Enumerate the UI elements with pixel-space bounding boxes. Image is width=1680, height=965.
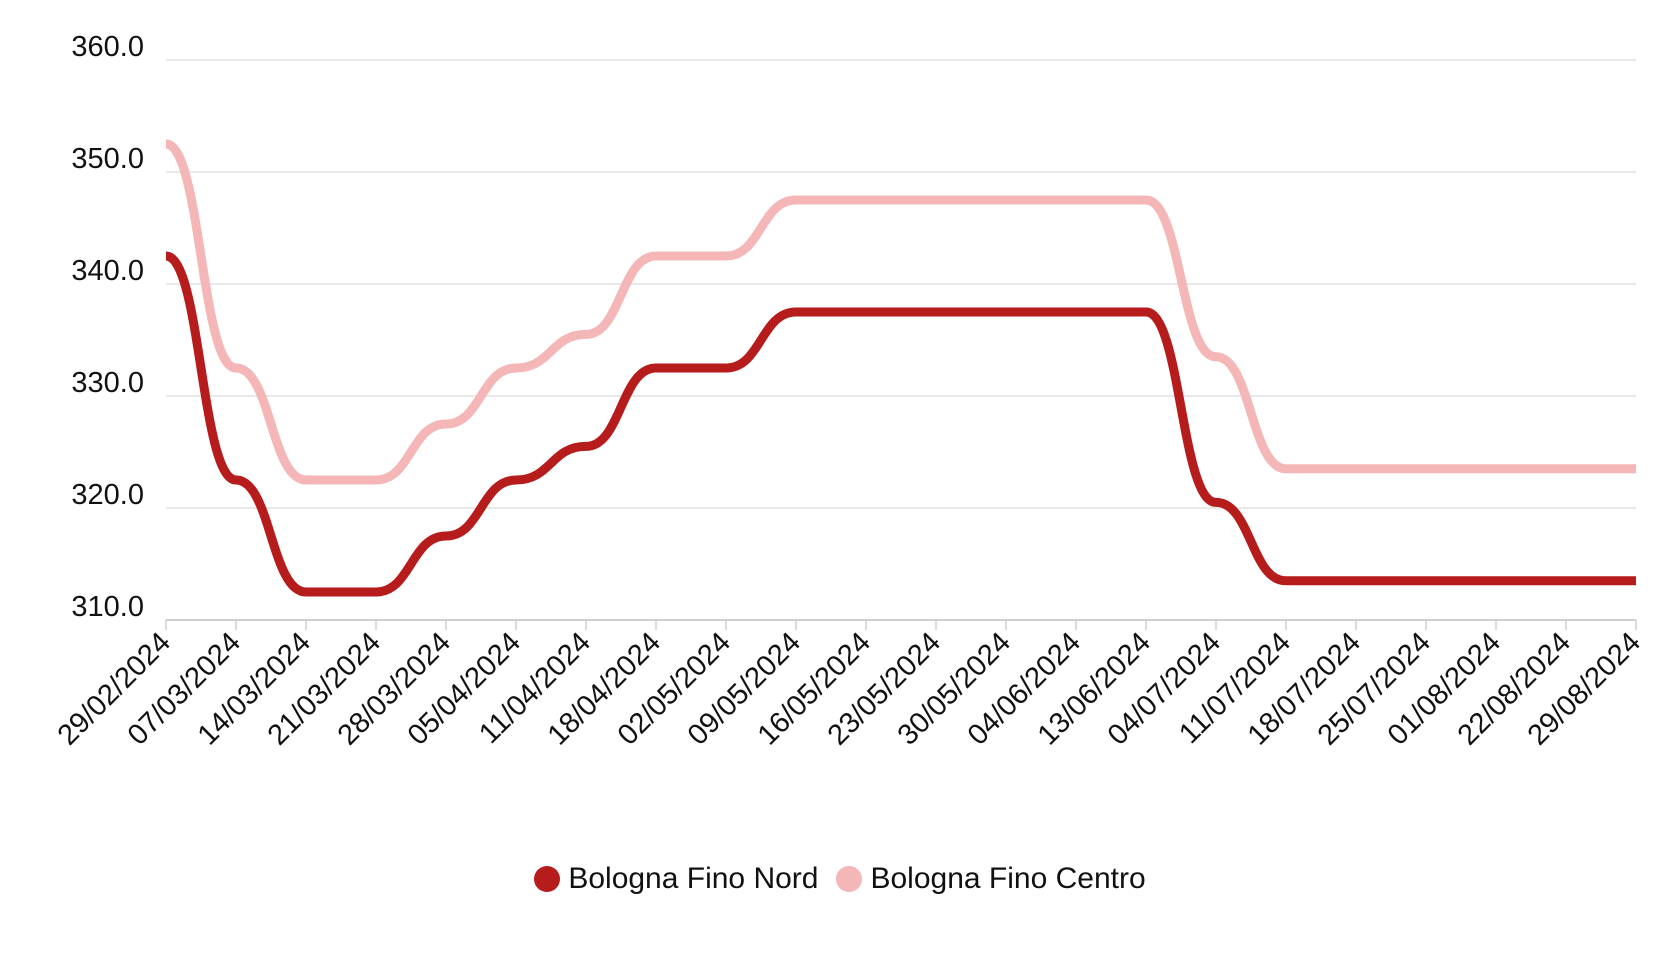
legend: Bologna Fino Nord Bologna Fino Centro bbox=[0, 862, 1680, 896]
y-tick-label: 310.0 bbox=[71, 591, 144, 623]
legend-item-centro[interactable]: Bologna Fino Centro bbox=[836, 862, 1146, 896]
y-tick-label: 350.0 bbox=[71, 143, 144, 175]
y-tick-label: 360.0 bbox=[71, 31, 144, 63]
y-tick-label: 340.0 bbox=[71, 255, 144, 287]
legend-marker-nord bbox=[534, 866, 561, 892]
legend-label-nord: Bologna Fino Nord bbox=[568, 862, 819, 895]
legend-marker-centro bbox=[836, 866, 863, 892]
y-tick-label: 320.0 bbox=[71, 479, 144, 511]
y-tick-label: 330.0 bbox=[71, 367, 144, 399]
series-line-bologna-fino-centro bbox=[164, 139, 1636, 485]
legend-item-nord[interactable]: Bologna Fino Nord bbox=[534, 862, 818, 896]
series-line-bologna-fino-nord bbox=[164, 251, 1636, 597]
legend-label-centro: Bologna Fino Centro bbox=[870, 862, 1146, 895]
